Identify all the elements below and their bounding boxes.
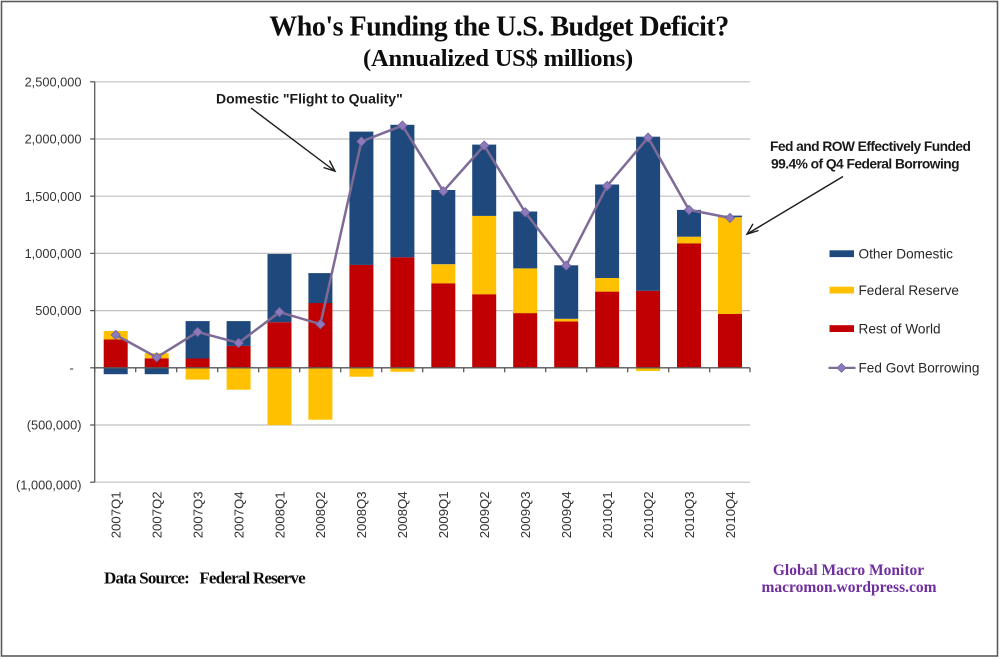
svg-text:2010Q2: 2010Q2	[641, 491, 656, 538]
svg-text:Fed Govt Borrowing: Fed Govt Borrowing	[859, 361, 980, 376]
svg-text:500,000: 500,000	[35, 303, 81, 318]
svg-text:(1,000,000): (1,000,000)	[16, 478, 81, 493]
svg-text:2009Q4: 2009Q4	[559, 491, 574, 538]
svg-text:2009Q2: 2009Q2	[477, 491, 492, 538]
svg-text:99.4% of Q4 Federal Borrowing: 99.4% of Q4 Federal Borrowing	[771, 157, 959, 172]
svg-text:2009Q3: 2009Q3	[518, 491, 533, 538]
svg-text:2008Q2: 2008Q2	[313, 491, 328, 538]
svg-text:2008Q1: 2008Q1	[272, 491, 287, 538]
svg-text:Who's Funding the U.S. Budget: Who's Funding the U.S. Budget Deficit?	[269, 12, 728, 43]
svg-text:1,000,000: 1,000,000	[25, 246, 82, 261]
svg-text:2,000,000: 2,000,000	[25, 132, 82, 147]
svg-text:1,500,000: 1,500,000	[25, 189, 82, 204]
svg-text:2009Q1: 2009Q1	[436, 491, 451, 538]
svg-text:2010Q1: 2010Q1	[600, 491, 615, 538]
svg-text:2010Q3: 2010Q3	[682, 491, 697, 538]
svg-text:2008Q3: 2008Q3	[354, 491, 369, 538]
svg-text:2007Q4: 2007Q4	[231, 491, 246, 538]
svg-text:(500,000): (500,000)	[27, 418, 82, 433]
svg-text:macromon.wordpress.com: macromon.wordpress.com	[761, 579, 936, 596]
svg-text:Domestic "Flight to Quality": Domestic "Flight to Quality"	[216, 91, 403, 107]
svg-text:Other Domestic: Other Domestic	[859, 247, 954, 262]
svg-text:Global Macro Monitor: Global Macro Monitor	[773, 562, 924, 579]
svg-text:(Annualized US$ millions): (Annualized US$ millions)	[363, 45, 633, 72]
svg-text:Fed and ROW Effectively Funded: Fed and ROW Effectively Funded	[770, 139, 971, 154]
svg-text:2007Q3: 2007Q3	[190, 491, 205, 538]
svg-text:Federal Reserve: Federal Reserve	[859, 283, 960, 298]
svg-text:2010Q4: 2010Q4	[723, 491, 738, 538]
svg-text:2007Q2: 2007Q2	[150, 491, 165, 538]
svg-text:Rest of World: Rest of World	[859, 321, 941, 336]
svg-text:2008Q4: 2008Q4	[395, 491, 410, 538]
svg-text:2,500,000: 2,500,000	[25, 74, 82, 89]
svg-text:Data Source: Federal Reserve: Data Source: Federal Reserve	[104, 569, 306, 588]
svg-text:-: -	[70, 360, 74, 375]
svg-text:2007Q1: 2007Q1	[109, 491, 124, 538]
